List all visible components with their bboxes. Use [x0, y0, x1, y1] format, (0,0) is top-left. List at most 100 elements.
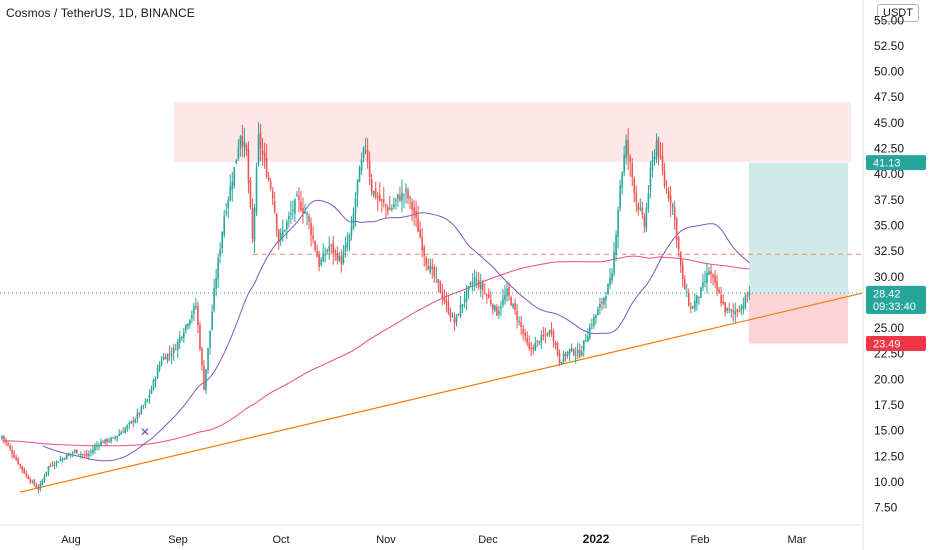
- candle-body: [382, 199, 385, 203]
- candle: [156, 364, 159, 379]
- candle: [158, 361, 161, 373]
- candle: [675, 216, 678, 248]
- candle-body: [265, 157, 268, 177]
- candle: [174, 343, 177, 351]
- candle: [57, 461, 60, 463]
- candle-body: [435, 276, 438, 278]
- price-tag-label: 23.49: [873, 339, 901, 351]
- candle: [649, 161, 652, 199]
- candle-body: [566, 351, 569, 356]
- candle-body: [374, 187, 377, 198]
- candle-body: [320, 259, 322, 265]
- candle-body: [318, 254, 320, 267]
- candle: [740, 304, 743, 316]
- x-tick-label: Aug: [61, 534, 81, 546]
- candle-body: [445, 300, 448, 304]
- candle: [292, 200, 294, 220]
- candle: [128, 420, 131, 430]
- candle-body: [334, 250, 337, 253]
- candle: [277, 228, 280, 250]
- candle: [504, 285, 506, 305]
- candle: [130, 420, 133, 425]
- candle: [25, 470, 28, 478]
- candle-body: [554, 342, 557, 345]
- currency-button[interactable]: USDT: [877, 4, 919, 22]
- candle-body: [77, 454, 80, 456]
- candle-body: [11, 449, 13, 455]
- candle: [405, 183, 407, 204]
- candle-body: [671, 204, 674, 208]
- candle: [639, 198, 642, 212]
- candle-body: [106, 438, 108, 442]
- candle-body: [385, 204, 387, 207]
- candle-body: [290, 212, 292, 215]
- candle: [530, 341, 533, 357]
- candle-body: [461, 304, 464, 307]
- candle: [29, 476, 32, 484]
- candle: [558, 349, 561, 367]
- candle-body: [322, 252, 324, 262]
- candle-body: [625, 139, 627, 158]
- candle-body: [429, 265, 432, 273]
- candle-body: [627, 140, 629, 156]
- candle: [334, 248, 337, 261]
- candle-body: [63, 458, 66, 460]
- candle-body: [140, 406, 143, 413]
- candle: [475, 271, 478, 289]
- candle: [286, 219, 288, 240]
- candle-body: [675, 218, 678, 241]
- candle: [492, 303, 494, 315]
- candle: [346, 232, 349, 252]
- candle: [288, 211, 290, 228]
- candle-body: [700, 287, 702, 298]
- candle-body: [451, 315, 454, 318]
- candle-body: [243, 141, 246, 148]
- candle-body: [237, 148, 240, 160]
- candle-body: [158, 364, 161, 370]
- candle: [120, 430, 122, 435]
- candle-body: [247, 149, 250, 183]
- y-tick-label: 42.50: [874, 142, 904, 156]
- candle-body: [536, 340, 539, 342]
- candle-body: [255, 167, 258, 212]
- candle-body: [706, 272, 708, 283]
- candle-body: [138, 412, 141, 414]
- candle-body: [245, 144, 248, 152]
- candle: [728, 302, 730, 313]
- candle: [716, 274, 718, 297]
- candle-body: [296, 194, 298, 197]
- candle-body: [651, 160, 654, 170]
- candle: [415, 200, 417, 228]
- y-tick-label: 55.00: [874, 13, 904, 27]
- y-tick-label: 15.00: [874, 424, 904, 438]
- candle: [568, 348, 571, 361]
- candle-body: [417, 217, 419, 232]
- candle: [481, 279, 484, 300]
- x-tick-label: Dec: [478, 534, 498, 546]
- candle-body: [483, 292, 486, 294]
- candle-body: [508, 287, 510, 296]
- candle-body: [356, 179, 359, 196]
- candle-body: [61, 458, 64, 461]
- candle: [195, 298, 197, 311]
- candle-body: [552, 331, 555, 342]
- candle-body: [33, 480, 36, 485]
- candle-body: [544, 333, 547, 335]
- candle-body: [59, 459, 62, 462]
- candle-body: [324, 254, 326, 256]
- candle: [597, 306, 599, 316]
- candle: [330, 243, 333, 255]
- candle: [162, 352, 165, 361]
- candle-body: [79, 453, 82, 455]
- candle-body: [37, 487, 40, 490]
- candle: [372, 190, 375, 198]
- candle: [185, 323, 187, 334]
- candle: [669, 185, 672, 218]
- candle-body: [342, 252, 345, 264]
- candle-body: [405, 188, 407, 193]
- candle-body: [358, 167, 361, 183]
- candle-body: [546, 334, 549, 336]
- candle: [233, 166, 236, 189]
- candle-body: [306, 212, 308, 215]
